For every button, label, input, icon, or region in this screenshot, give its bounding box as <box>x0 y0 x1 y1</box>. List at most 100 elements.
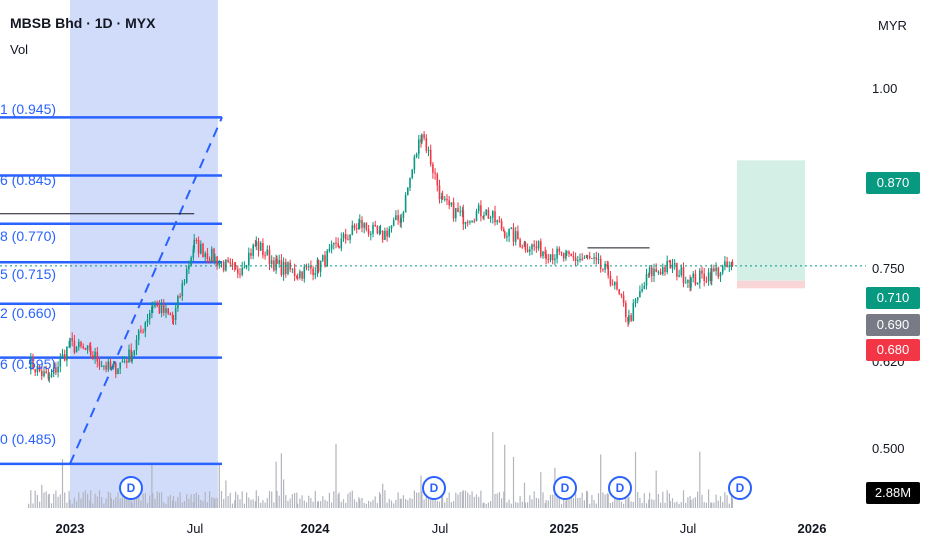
dividend-marker[interactable]: D <box>422 476 446 500</box>
candle-body <box>721 265 724 273</box>
volume-bar <box>399 498 401 508</box>
fib-trend-line <box>69 116 223 465</box>
candle-body <box>257 241 260 251</box>
volume-bar <box>560 503 563 508</box>
candle-body <box>724 261 726 266</box>
candle-body <box>337 243 339 247</box>
target-price-badge: 0.870 <box>866 172 920 194</box>
volume-bar <box>254 501 256 508</box>
candle-body <box>61 354 64 358</box>
candle-body <box>109 361 112 370</box>
fib-label[interactable]: 6 (0.845) <box>0 172 57 188</box>
volume-bar <box>461 491 463 508</box>
volume-bar <box>568 497 570 508</box>
volume-bar <box>260 502 262 508</box>
fib-label[interactable]: 2 (0.660) <box>0 305 57 321</box>
candle-body <box>554 258 556 261</box>
volume-bar <box>41 484 43 508</box>
volume-bar <box>480 490 482 508</box>
volume-bar <box>142 493 144 508</box>
volume-bar <box>206 502 208 508</box>
volume-bar <box>579 497 581 508</box>
volume-bar <box>342 499 345 508</box>
candle-body <box>316 259 319 274</box>
candle-body <box>579 258 581 261</box>
candle-body <box>47 373 50 379</box>
price-tick-label: 1.00 <box>872 81 898 96</box>
dividend-marker[interactable]: D <box>728 476 752 500</box>
candle-body <box>392 220 395 226</box>
volume-bar <box>98 490 101 508</box>
candle-body <box>342 234 345 239</box>
volume-bar <box>496 493 498 508</box>
candle-body <box>537 241 540 249</box>
price-tick-label: 0.500 <box>872 441 905 456</box>
volume-bar <box>266 498 268 508</box>
dividend-marker[interactable]: D <box>119 476 143 500</box>
volume-bar <box>96 496 98 508</box>
candle-body <box>365 223 368 230</box>
volume-bar <box>43 492 45 508</box>
volume-bar <box>544 503 546 508</box>
volume-bar <box>413 490 415 508</box>
volume-bar <box>648 499 650 508</box>
currency-label[interactable]: MYR <box>878 18 907 33</box>
candle-body <box>669 261 672 269</box>
candle-body <box>152 306 154 308</box>
candle-body <box>570 253 572 257</box>
volume-bar <box>243 503 245 508</box>
candle-body <box>177 296 179 309</box>
volume-bar <box>305 502 308 508</box>
candle-body <box>664 267 666 272</box>
candle-body <box>517 231 519 240</box>
fib-label[interactable]: 1 (0.945) <box>0 101 57 117</box>
volume-bar <box>393 503 395 508</box>
dividend-marker[interactable]: D <box>608 476 632 500</box>
volume-bar <box>161 492 163 508</box>
candle-body <box>556 248 558 259</box>
dividend-marker[interactable]: D <box>553 476 577 500</box>
volume-bar <box>459 491 461 508</box>
candle-body <box>273 260 275 271</box>
volume-bar <box>379 492 381 508</box>
volume-bar <box>549 494 552 508</box>
volume-bar <box>708 489 710 508</box>
volume-bar <box>195 492 197 508</box>
volume-bar <box>291 494 293 508</box>
volume-bar <box>235 491 237 508</box>
volume-bar <box>485 503 487 508</box>
candle-body <box>86 345 89 350</box>
volume-bar <box>711 502 713 508</box>
fib-label[interactable]: 0 (0.485) <box>0 431 57 447</box>
candle-body <box>188 265 190 270</box>
volume-bar <box>490 501 492 508</box>
volume-bar <box>61 459 64 508</box>
candle-body <box>268 249 271 264</box>
volume-bar <box>105 498 107 508</box>
candle-body <box>438 185 441 200</box>
candle-body <box>514 231 517 242</box>
candle-body <box>627 317 629 322</box>
volume-bar <box>193 494 195 508</box>
volume-bar <box>115 497 117 508</box>
candle-body <box>92 355 94 358</box>
candle-body <box>264 255 266 257</box>
fib-label[interactable]: 5 (0.715) <box>0 266 57 282</box>
volume-bar <box>625 492 627 508</box>
candle-body <box>566 251 568 253</box>
volume-bar <box>225 480 227 508</box>
candle-body <box>492 211 494 218</box>
volume-bar <box>287 500 289 508</box>
time-tick-label: 2026 <box>797 521 827 536</box>
volume-bar <box>229 492 231 508</box>
candle-body <box>503 230 506 238</box>
fib-label[interactable]: 8 (0.770) <box>0 228 57 244</box>
fib-label[interactable]: 6 (0.595) <box>0 356 57 372</box>
candle-body <box>361 220 363 228</box>
volume-bar <box>234 500 236 508</box>
volume-bar <box>566 492 568 508</box>
time-tick-label: Jul <box>186 521 204 536</box>
volume-bar <box>59 494 61 508</box>
candle-body <box>689 280 691 288</box>
